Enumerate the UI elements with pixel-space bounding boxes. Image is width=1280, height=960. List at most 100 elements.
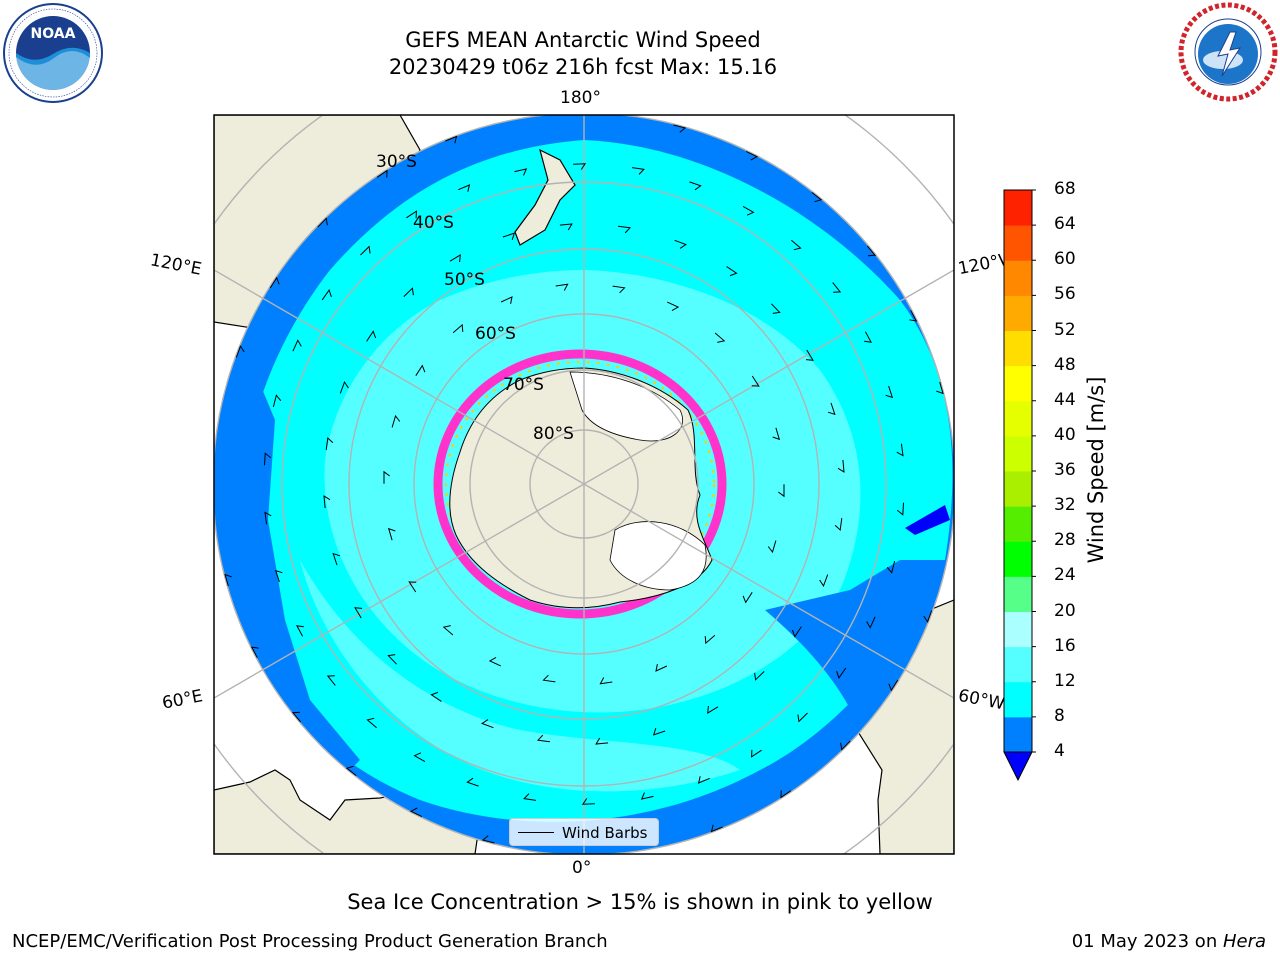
wind-barb	[714, 332, 726, 343]
wind-barb	[536, 734, 550, 743]
colorbar-label: Wind Speed [m/s]	[1084, 376, 1108, 564]
wind-barb	[742, 592, 753, 604]
meridian-60e-120w	[214, 269, 954, 699]
wind-barb	[742, 205, 755, 216]
wind-barb	[689, 181, 702, 191]
wind-barb	[832, 282, 842, 293]
wind-barb	[778, 484, 785, 498]
wind-barbs	[224, 124, 944, 844]
wind-barb	[655, 664, 668, 672]
wind-barb	[354, 607, 363, 619]
wind-barb	[797, 712, 808, 723]
colorbar-tick-label: 12	[1054, 670, 1076, 691]
legend-label: Wind Barbs	[562, 824, 648, 842]
colorbar-bin	[1004, 576, 1032, 612]
wind-barb	[325, 436, 334, 450]
colorbar-tick-label: 20	[1054, 600, 1076, 621]
wind-barb	[885, 385, 894, 399]
wind-barb	[366, 330, 377, 342]
wind-barb	[295, 625, 304, 637]
colorbar-bin	[1004, 541, 1032, 577]
ice-shelf-ross	[569, 371, 683, 442]
wind-barb	[406, 210, 417, 219]
nws-logo-icon	[1178, 2, 1278, 102]
colorbar-bin	[1004, 435, 1032, 472]
colorbar-tick-label: 64	[1054, 214, 1076, 235]
svg-text:NOAA: NOAA	[31, 26, 76, 42]
wind-barb	[618, 225, 632, 234]
wind-band-12-16-lower	[300, 560, 740, 792]
wind-barb	[896, 443, 904, 457]
land-africa	[214, 769, 481, 854]
wind-barb	[332, 552, 341, 566]
colorbar-bin	[1004, 330, 1032, 367]
legend-line-icon	[518, 832, 554, 833]
noaa-logo-icon: NOAA	[3, 3, 103, 103]
wind-barb	[595, 737, 609, 745]
wind-barb	[555, 283, 569, 291]
wind-barb	[754, 671, 765, 681]
wind-barb	[466, 777, 479, 787]
lat-label-60s: 60°S	[475, 324, 516, 344]
lat-label-80s: 80°S	[533, 424, 574, 444]
wind-barb	[632, 167, 645, 175]
wind-barb	[488, 656, 502, 667]
footer-date-text: 01 May 2023 on	[1071, 931, 1223, 952]
wind-barb	[936, 381, 944, 395]
wind-barb	[403, 287, 414, 297]
sea-ice-edge	[433, 349, 727, 619]
wind-barb	[866, 616, 876, 629]
colorbar-tick-label: 32	[1054, 495, 1076, 516]
colorbar-bin	[1004, 295, 1032, 331]
colorbar-bin	[1004, 190, 1032, 226]
wind-barb	[836, 667, 847, 679]
footer-host: Hera	[1222, 931, 1266, 952]
wind-barb	[674, 239, 687, 249]
wind-barb	[542, 674, 556, 683]
land-new-zealand	[514, 148, 576, 246]
wind-barb	[481, 719, 494, 729]
wind-barb	[323, 495, 331, 509]
wind-barb	[321, 289, 332, 301]
wind-barb	[387, 527, 396, 541]
wind-barb	[751, 375, 760, 387]
wind-barb	[767, 540, 777, 554]
lon-label-0: 0°	[572, 858, 592, 878]
graticule	[214, 115, 954, 854]
wind-barb	[710, 824, 723, 833]
wind-barb	[413, 752, 426, 763]
colorbar-tick-label: 48	[1054, 354, 1076, 375]
wind-barb	[326, 675, 336, 686]
wind-barb	[599, 677, 613, 685]
wind-barb	[391, 414, 401, 428]
colorbar-tick-label: 4	[1054, 741, 1065, 761]
colorbar-tick-label: 40	[1054, 424, 1076, 445]
wind-barb	[376, 169, 388, 178]
wind-barb	[502, 232, 516, 241]
wind-barb	[726, 266, 738, 277]
colorbar-tick-label: 8	[1054, 705, 1065, 726]
colorbar-bin	[1004, 400, 1032, 437]
colorbar-tick-label: 36	[1054, 460, 1076, 480]
wind-barb	[339, 381, 349, 394]
colorbar-bin	[1004, 365, 1032, 402]
wind-barb	[791, 239, 802, 251]
wind-barb	[840, 740, 851, 751]
wind-barb	[666, 301, 680, 312]
wind-barb	[360, 245, 371, 256]
chart-title: GEFS MEAN Antarctic Wind Speed	[405, 28, 761, 52]
wind-barb	[896, 502, 904, 516]
colorbar-bin	[1004, 225, 1032, 261]
wind-barb	[704, 634, 716, 645]
footer-branch: NCEP/EMC/Verification Post Processing Pr…	[12, 931, 608, 952]
wind-barb	[445, 135, 458, 144]
lon-label-180: 180°	[560, 88, 601, 108]
colorbar-tick-label: 68	[1054, 179, 1076, 199]
wind-barb	[366, 717, 377, 729]
wind-barb	[387, 654, 397, 665]
wind-barb	[224, 573, 232, 587]
wind-barb	[867, 245, 877, 257]
wind-barb	[317, 217, 328, 228]
wind-barb	[291, 711, 301, 723]
footer-date: 01 May 2023 on Hera	[1072, 931, 1266, 952]
